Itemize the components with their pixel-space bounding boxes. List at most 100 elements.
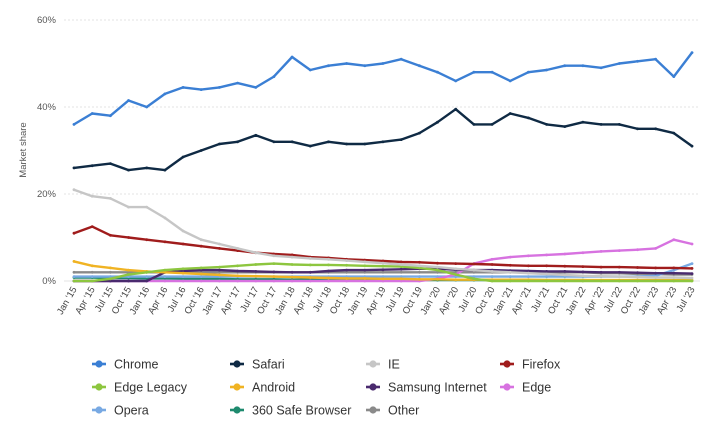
data-point (399, 279, 403, 283)
data-point (218, 265, 221, 269)
data-point (636, 266, 639, 269)
data-point (218, 270, 221, 274)
data-point (145, 105, 149, 109)
data-point (490, 257, 494, 261)
data-point (290, 263, 294, 266)
data-point (236, 274, 240, 278)
data-point (436, 70, 439, 74)
data-point (236, 269, 240, 273)
data-point (127, 99, 130, 102)
data-point (290, 255, 294, 259)
data-point (72, 270, 76, 274)
data-point (163, 279, 167, 283)
data-point (363, 279, 367, 283)
data-point (545, 264, 548, 268)
data-point (399, 57, 403, 61)
data-point (508, 79, 512, 83)
legend-item[interactable]: Chrome (92, 358, 159, 372)
data-point (418, 270, 421, 274)
legend-item[interactable]: Other (366, 404, 419, 418)
data-point (290, 275, 294, 279)
data-point (181, 155, 185, 159)
data-point (199, 244, 203, 248)
data-point (127, 270, 130, 274)
data-point (563, 252, 567, 256)
legend-item[interactable]: Firefox (500, 358, 561, 372)
data-point (527, 275, 530, 278)
data-point (690, 262, 694, 265)
legend-item[interactable]: Safari (230, 358, 285, 372)
data-point (327, 263, 330, 267)
data-point (563, 125, 567, 128)
data-point (381, 264, 385, 268)
data-point (490, 123, 494, 126)
data-point (672, 75, 676, 78)
legend-swatch-dot (369, 406, 377, 414)
data-point (654, 127, 657, 131)
data-point (418, 260, 421, 264)
data-point (363, 264, 367, 268)
data-point (163, 270, 167, 274)
series-ie (72, 188, 694, 280)
legend-item[interactable]: Edge Legacy (92, 381, 188, 395)
series-lines (72, 51, 694, 283)
data-point (272, 262, 276, 265)
series-line (72, 107, 694, 172)
data-point (272, 275, 276, 278)
data-point (454, 267, 458, 271)
data-point (436, 277, 439, 281)
legend-item[interactable]: Edge (500, 381, 551, 395)
data-point (199, 272, 203, 276)
y-tick-label: 60% (37, 15, 57, 26)
data-point (218, 142, 221, 146)
legend-swatch-dot (233, 360, 241, 368)
data-point (109, 270, 112, 274)
data-point (472, 123, 476, 126)
data-point (436, 270, 439, 274)
data-point (672, 131, 676, 135)
data-point (254, 263, 258, 266)
data-point (145, 238, 149, 242)
data-point (636, 59, 639, 63)
data-point (109, 162, 112, 166)
data-point (254, 251, 258, 255)
data-point (127, 279, 130, 283)
series-line (72, 188, 694, 280)
y-axis-label: Market share (18, 122, 29, 177)
data-point (454, 275, 458, 278)
data-point (563, 279, 567, 283)
legend-item[interactable]: IE (366, 358, 400, 372)
series-firefox (72, 225, 694, 270)
data-point (508, 270, 512, 274)
data-point (327, 269, 330, 273)
data-point (581, 270, 585, 274)
data-point (418, 64, 421, 68)
data-point (72, 166, 76, 170)
data-point (145, 279, 149, 283)
legend-swatch-dot (233, 383, 241, 391)
legend-item[interactable]: Samsung Internet (366, 381, 487, 395)
data-point (308, 263, 312, 267)
data-point (381, 275, 385, 278)
data-point (508, 263, 512, 267)
legend-swatch-dot (95, 383, 103, 391)
data-point (527, 271, 530, 275)
data-point (199, 275, 203, 278)
data-point (127, 268, 130, 272)
legend-item[interactable]: 360 Safe Browser (230, 404, 351, 418)
data-point (90, 275, 94, 278)
data-point (599, 250, 603, 253)
data-point (381, 268, 385, 272)
legend-item[interactable]: Android (230, 381, 295, 395)
data-point (527, 254, 530, 258)
data-point (527, 116, 530, 120)
data-point (399, 275, 403, 278)
data-point (399, 265, 403, 268)
data-point (381, 259, 385, 263)
data-point (399, 277, 403, 281)
data-point (381, 62, 385, 65)
data-point (436, 265, 439, 269)
data-point (436, 268, 439, 272)
legend-item[interactable]: Opera (92, 404, 149, 418)
data-point (327, 64, 330, 68)
